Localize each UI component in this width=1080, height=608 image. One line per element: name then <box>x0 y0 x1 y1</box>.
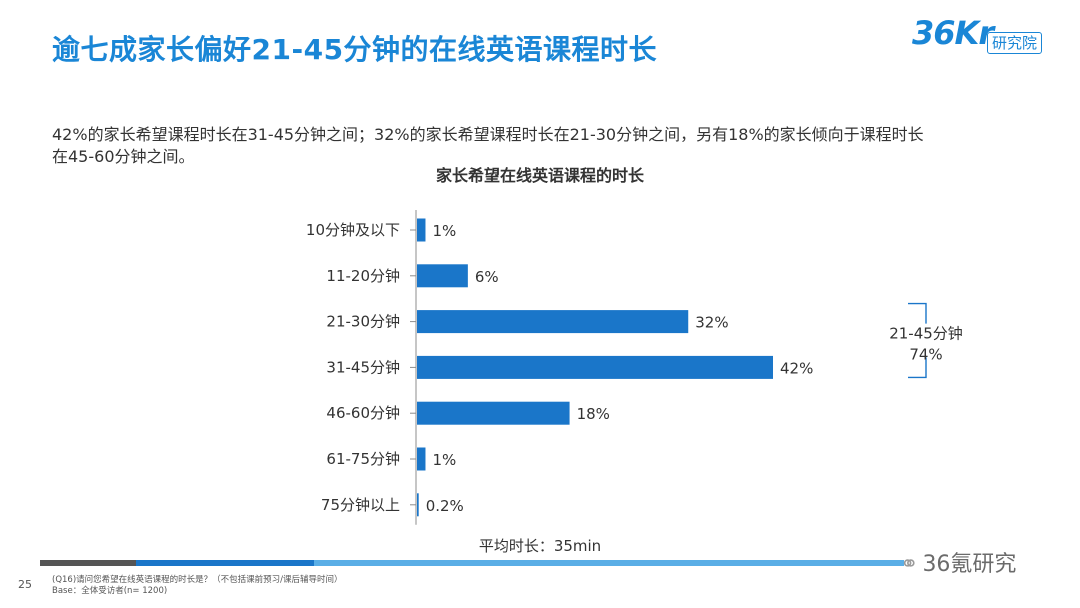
bracket-label: 21-45分钟 <box>889 325 963 343</box>
data-label: 1% <box>432 222 456 240</box>
category-label: 31-45分钟 <box>326 358 400 376</box>
category-label: 61-75分钟 <box>326 450 400 468</box>
page-number: 25 <box>18 578 32 591</box>
summary-line-1: 42%的家长希望课程时长在31-45分钟之间；32%的家长希望课程时长在21-3… <box>52 125 924 144</box>
footer-bar-blue <box>136 560 314 566</box>
bar <box>417 264 468 288</box>
watermark: ⚭ 36氪研究 <box>900 546 1016 578</box>
chart-title: 家长希望在线英语课程的时长 <box>435 166 644 185</box>
category-label: 21-30分钟 <box>326 313 400 331</box>
bar <box>417 401 570 425</box>
footnote: (Q16)请问您希望在线英语课程的时长是？（不包括课前预习/课后辅导时间） Ba… <box>52 575 343 597</box>
summary-line-2: 在45-60分钟之间。 <box>52 147 195 166</box>
summary-text: 42%的家长希望课程时长在31-45分钟之间；32%的家长希望课程时长在21-3… <box>52 124 1042 168</box>
footnote-base: Base：全体受访者(n= 1200) <box>52 586 168 596</box>
logo-mark: 36Kr <box>912 14 994 52</box>
bar <box>417 493 419 517</box>
footer-bar-gray <box>40 560 136 566</box>
category-label: 46-60分钟 <box>326 404 400 422</box>
data-label: 6% <box>475 268 499 286</box>
category-label: 11-20分钟 <box>326 267 400 285</box>
data-label: 1% <box>432 451 456 469</box>
data-label: 42% <box>780 359 813 377</box>
bar <box>417 218 426 242</box>
bracket-top <box>908 302 927 324</box>
category-label: 75分钟以上 <box>321 496 400 514</box>
footnote-question: (Q16)请问您希望在线英语课程的时长是？（不包括课前预习/课后辅导时间） <box>52 575 343 585</box>
logo-subtitle: 研究院 <box>987 32 1043 54</box>
average-note: 平均时长：35min <box>479 537 601 555</box>
bar <box>417 310 689 334</box>
data-label: 32% <box>695 314 728 332</box>
wechat-bubble-icon: ⚭ <box>900 552 919 577</box>
data-label: 18% <box>577 405 610 423</box>
bracket-value: 74% <box>909 346 942 364</box>
logo: 36Kr 研究院 <box>912 10 1060 58</box>
watermark-text: 36氪研究 <box>922 552 1017 577</box>
page-title: 逾七成家长偏好21-45分钟的在线英语课程时长 <box>52 33 658 66</box>
data-label: 0.2% <box>426 497 464 515</box>
bracket-bottom <box>908 357 927 379</box>
bar <box>417 355 773 379</box>
bar <box>417 447 426 471</box>
footer-bar-light <box>314 560 904 566</box>
category-label: 10分钟及以下 <box>306 221 400 239</box>
